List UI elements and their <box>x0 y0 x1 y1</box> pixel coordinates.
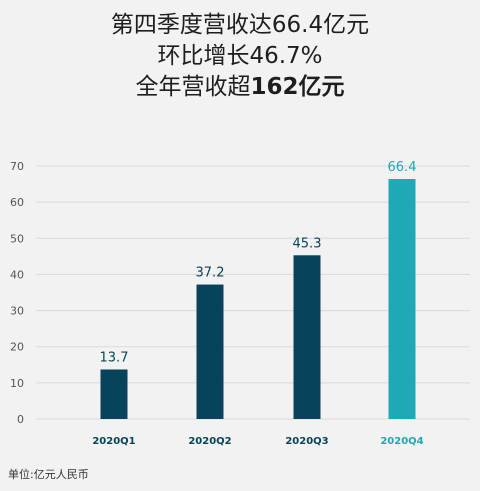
bar-2020Q1 <box>100 369 128 419</box>
headline: 第四季度营收达66.4亿元 环比增长46.7% 全年营收超162亿元 <box>0 10 480 103</box>
bar-2020Q2 <box>196 284 224 419</box>
x-tick-labels: 2020Q1 2020Q2 2020Q3 2020Q4 <box>92 436 423 447</box>
data-label: 13.7 <box>100 350 129 365</box>
headline-line-3-prefix: 全年营收超 <box>135 74 251 100</box>
y-tick-label: 50 <box>10 232 24 245</box>
bar-2020Q3 <box>293 255 321 419</box>
y-tick-label: 10 <box>10 377 24 390</box>
x-tick-label: 2020Q1 <box>92 436 135 447</box>
x-tick-label: 2020Q4 <box>380 436 423 447</box>
x-tick-label: 2020Q2 <box>188 436 231 447</box>
y-tick-label: 30 <box>10 305 24 318</box>
y-tick-label: 0 <box>17 413 24 426</box>
headline-line-3: 全年营收超162亿元 <box>0 72 480 103</box>
y-tick-labels: 0 10 20 30 40 50 60 70 <box>10 160 24 426</box>
data-label: 45.3 <box>293 236 322 251</box>
headline-line-2: 环比增长46.7% <box>157 43 323 69</box>
y-tick-label: 70 <box>10 160 24 173</box>
y-tick-label: 20 <box>10 341 24 354</box>
data-labels: 13.7 37.2 45.3 66.4 <box>100 160 417 365</box>
y-tick-label: 40 <box>10 268 24 281</box>
unit-note: 单位:亿元人民币 <box>8 468 89 481</box>
bar-2020Q4 <box>388 179 416 419</box>
data-label: 37.2 <box>196 266 225 281</box>
data-label: 66.4 <box>388 160 417 175</box>
y-tick-label: 60 <box>10 196 24 209</box>
headline-line-1: 第四季度营收达66.4亿元 <box>110 12 370 38</box>
x-tick-label: 2020Q3 <box>285 436 328 447</box>
bars <box>100 179 416 419</box>
headline-line-3-bold: 162亿元 <box>250 74 345 100</box>
